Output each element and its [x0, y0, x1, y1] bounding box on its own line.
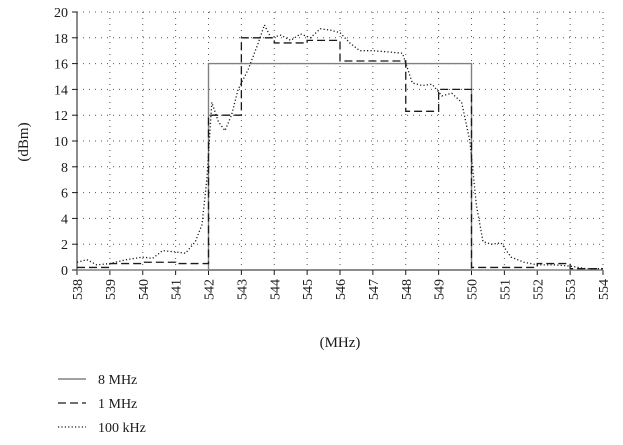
- y-tick-label: 2: [61, 238, 68, 253]
- x-tick-label: 554: [597, 279, 612, 300]
- y-tick-label: 20: [54, 6, 68, 21]
- legend-label-1: 1 MHz: [98, 397, 137, 412]
- y-tick-label: 0: [61, 264, 68, 279]
- y-tick-label: 12: [54, 109, 68, 124]
- x-axis-title: (MHz): [320, 335, 361, 351]
- x-tick-label: 551: [498, 279, 513, 300]
- series-layer: [76, 23, 603, 271]
- y-tick-label: 18: [54, 32, 68, 47]
- y-axis-title: (dBm): [16, 122, 32, 161]
- x-tick-label: 547: [367, 279, 382, 300]
- x-tick-label: 542: [203, 279, 218, 300]
- x-tick-label: 550: [466, 279, 481, 300]
- legend-label-0: 8 MHz: [98, 373, 137, 388]
- legend: 8 MHz 1 MHz 100 kHz: [58, 373, 146, 436]
- x-tick-label: 543: [235, 279, 250, 300]
- x-tick-label: 541: [170, 279, 185, 300]
- x-tick-label: 552: [531, 279, 546, 300]
- x-tick-label: 553: [564, 279, 579, 300]
- series-line-1-mhz: [77, 37, 603, 270]
- axes: [72, 11, 604, 275]
- x-tick-label: 548: [400, 279, 415, 300]
- y-tick-label: 16: [54, 58, 68, 73]
- y-tick-label: 4: [61, 212, 68, 227]
- series-line-100-khz: [76, 23, 603, 270]
- tick-labels: 0 2 4 6 8 10 12 14 16 18 20 538 539 540 541 542 543 544 54…: [54, 6, 612, 300]
- y-tick-label: 8: [61, 161, 68, 176]
- legend-label-2: 100 kHz: [98, 421, 146, 436]
- series-line-8-mhz: [77, 62, 603, 271]
- y-tick-label: 10: [54, 135, 68, 150]
- x-tick-label: 544: [268, 279, 283, 300]
- x-tick-label: 546: [334, 279, 349, 300]
- x-tick-label: 540: [137, 279, 152, 300]
- x-tick-label: 538: [71, 279, 86, 300]
- y-tick-label: 6: [61, 187, 68, 202]
- grid: [77, 11, 604, 270]
- y-tick-label: 14: [54, 83, 68, 98]
- x-tick-label: 545: [301, 279, 316, 300]
- x-tick-label: 549: [433, 279, 448, 300]
- x-tick-label: 539: [104, 279, 119, 300]
